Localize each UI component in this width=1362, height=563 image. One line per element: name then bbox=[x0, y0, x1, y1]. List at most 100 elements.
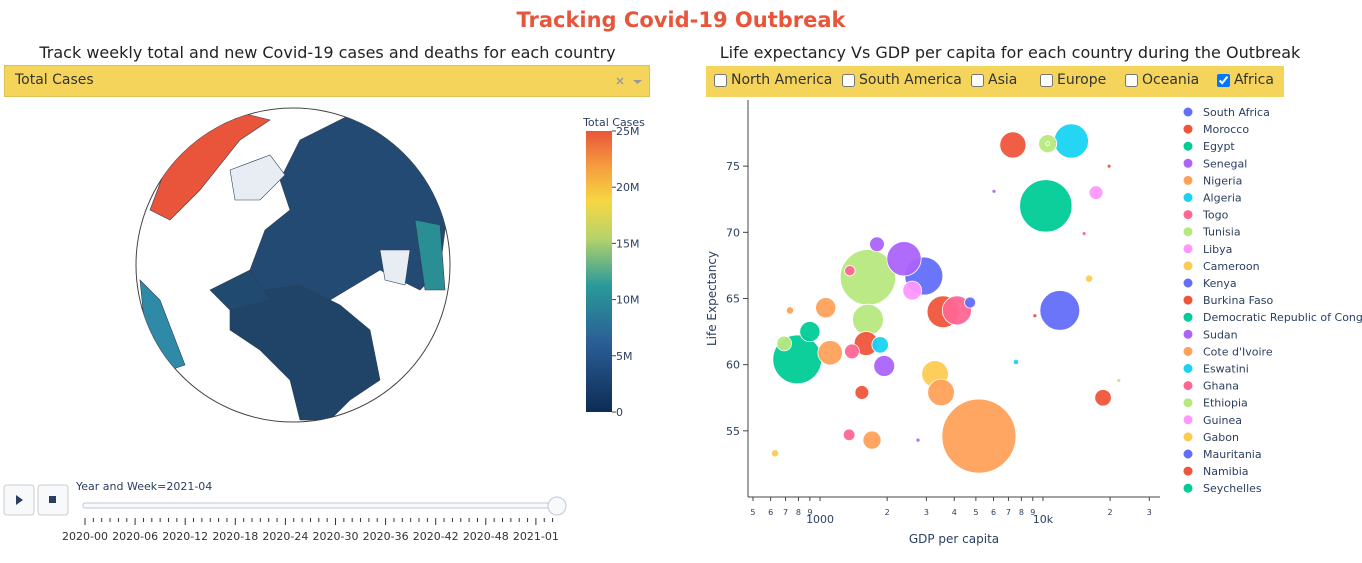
checkbox[interactable]: South America bbox=[842, 72, 962, 88]
bubble bbox=[1039, 290, 1081, 331]
checkbox-input[interactable] bbox=[1040, 73, 1053, 87]
x-tick-label: 7 bbox=[1006, 508, 1011, 517]
bubble bbox=[1081, 231, 1087, 237]
y-tick-label: 65 bbox=[726, 293, 740, 306]
x-tick-label: 7 bbox=[783, 508, 788, 517]
slider-label: 2020-48 bbox=[463, 530, 509, 543]
dropdown-value: Total Cases bbox=[15, 72, 94, 88]
colorbar-tick-label: 25M bbox=[616, 125, 640, 138]
slider-label: 2020-42 bbox=[413, 530, 459, 543]
legend-marker bbox=[1183, 312, 1193, 322]
slider-track[interactable] bbox=[82, 502, 558, 509]
legend-label: Guinea bbox=[1203, 414, 1242, 427]
x-tick-label: 6 bbox=[991, 508, 996, 517]
slider-current: Year and Week=2021-04 bbox=[75, 480, 212, 493]
bubble bbox=[1019, 179, 1073, 233]
bubble bbox=[886, 241, 922, 277]
checkbox[interactable]: Europe bbox=[1040, 72, 1106, 88]
panel-title: Life expectancy Vs GDP per capita for ea… bbox=[719, 43, 1301, 62]
legend-label: Democratic Republic of Congo bbox=[1203, 311, 1362, 324]
checkbox-label: Africa bbox=[1234, 72, 1274, 88]
checkbox-input[interactable] bbox=[1125, 73, 1138, 87]
bubble bbox=[799, 321, 821, 343]
legend-marker bbox=[1183, 346, 1193, 356]
legend-marker bbox=[1183, 141, 1193, 151]
legend-label: Nigeria bbox=[1203, 174, 1242, 187]
bubble bbox=[1012, 358, 1020, 366]
checkbox-input[interactable] bbox=[714, 73, 727, 87]
legend-label: Sudan bbox=[1203, 328, 1238, 341]
bubble bbox=[776, 335, 792, 352]
legend-label: Senegal bbox=[1203, 157, 1247, 170]
checkbox[interactable]: Asia bbox=[971, 72, 1017, 88]
colorbar-tick-label: 5M bbox=[616, 350, 633, 363]
play-button[interactable] bbox=[3, 484, 35, 516]
x-tick-label: 10k bbox=[1033, 513, 1054, 526]
legend-label: Burkina Faso bbox=[1203, 294, 1273, 307]
legend-marker bbox=[1183, 244, 1193, 254]
panel-title: Track weekly total and new Covid-19 case… bbox=[39, 43, 616, 62]
checkbox-input[interactable] bbox=[1217, 73, 1230, 87]
legend-label: Ghana bbox=[1203, 380, 1239, 393]
slider-label: 2020-24 bbox=[262, 530, 308, 543]
dropdown-icons bbox=[616, 77, 642, 85]
bubble bbox=[852, 303, 884, 336]
legend-marker bbox=[1183, 449, 1193, 459]
legend-marker bbox=[1183, 398, 1193, 408]
legend-label: Gabon bbox=[1203, 431, 1239, 444]
bubble bbox=[869, 236, 885, 253]
bubble bbox=[902, 280, 923, 301]
stop-button[interactable] bbox=[37, 484, 69, 516]
bubble bbox=[915, 437, 921, 443]
slider-handle[interactable] bbox=[547, 496, 567, 516]
bubble bbox=[927, 378, 955, 407]
checkbox[interactable]: Africa bbox=[1217, 72, 1274, 88]
x-tick-label: 9 bbox=[1030, 508, 1035, 517]
checkbox-input[interactable] bbox=[971, 73, 984, 87]
checkbox-input[interactable] bbox=[842, 73, 855, 87]
legend-marker bbox=[1183, 295, 1193, 305]
legend-label: Namibia bbox=[1203, 465, 1249, 478]
legend-marker bbox=[1183, 124, 1193, 134]
globe bbox=[135, 107, 451, 423]
bubble bbox=[1032, 313, 1038, 319]
bubble bbox=[1045, 141, 1051, 147]
legend-label: Libya bbox=[1203, 243, 1232, 256]
x-tick-label: 9 bbox=[807, 508, 812, 517]
checkbox[interactable]: Oceania bbox=[1125, 72, 1199, 88]
y-tick-label: 70 bbox=[726, 226, 740, 239]
legend-label: Cote d'Ivoire bbox=[1203, 345, 1273, 358]
checkbox-row: North America South America Asia Europe Ocea… bbox=[706, 66, 1284, 97]
bubble bbox=[770, 449, 780, 458]
slider-label: 2020-12 bbox=[162, 530, 208, 543]
checkbox-label: Europe bbox=[1057, 72, 1107, 88]
x-tick-label: 5 bbox=[973, 508, 978, 517]
x-tick-label: 2 bbox=[885, 508, 890, 517]
colorbar-title: Total Cases bbox=[582, 116, 645, 129]
colorbar-tick-label: 10M bbox=[616, 294, 640, 307]
y-tick-label: 75 bbox=[726, 160, 740, 173]
bubble bbox=[785, 306, 795, 315]
legend-marker bbox=[1183, 466, 1193, 476]
bubble bbox=[862, 430, 882, 450]
checkbox-label: North America bbox=[731, 72, 833, 88]
colorbar-tick-label: 0 bbox=[616, 406, 623, 419]
legend-marker bbox=[1183, 158, 1193, 168]
legend-label: Algeria bbox=[1203, 192, 1242, 205]
legend-marker bbox=[1183, 329, 1193, 339]
legend-marker bbox=[1183, 175, 1193, 185]
x-tick-label: 3 bbox=[1147, 508, 1152, 517]
x-axis-title: GDP per capita bbox=[909, 532, 999, 546]
y-axis-title: Life Expectancy bbox=[705, 251, 719, 346]
bubble bbox=[815, 297, 837, 319]
checkbox[interactable]: North America bbox=[714, 72, 832, 88]
legend-label: Seychelles bbox=[1203, 482, 1262, 495]
bubble bbox=[1053, 123, 1089, 159]
bubble bbox=[999, 131, 1027, 159]
legend-label: Morocco bbox=[1203, 123, 1249, 136]
legend-label: Egypt bbox=[1203, 140, 1235, 153]
slider-label: 2020-00 bbox=[62, 530, 108, 543]
dropdown[interactable]: Total Cases bbox=[4, 65, 650, 97]
colorbar-tick-label: 20M bbox=[616, 181, 640, 194]
